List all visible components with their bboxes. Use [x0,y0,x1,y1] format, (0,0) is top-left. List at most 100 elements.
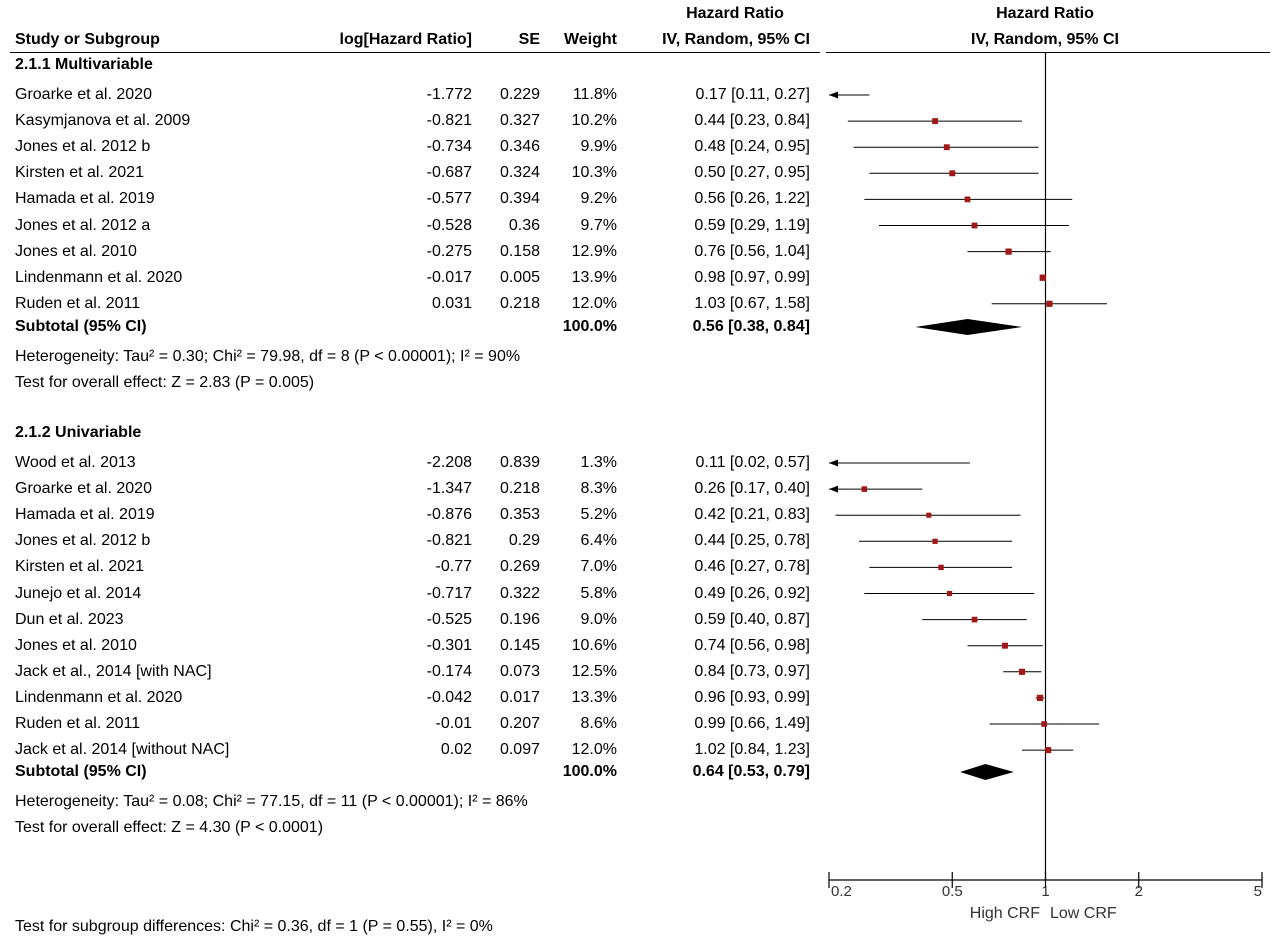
point-estimate-marker [946,590,953,597]
group-title-univariable: 2.1.2 Univariable [15,424,142,441]
study-ci: 0.59 [0.40, 0.87] [694,610,810,628]
study-ci: 0.99 [0.66, 1.49] [694,715,810,732]
study-se: 0.322 [499,584,540,602]
study-name: Jones et al. 2012 b [15,138,151,156]
study-weight: 10.2% [571,112,617,130]
point-estimate-marker [1036,694,1044,702]
study-weight: 12.0% [571,741,617,759]
header-rule-plot [826,52,1270,53]
ci-arrow-left [829,459,838,467]
heterogeneity-text: Heterogeneity: Tau² = 0.30; Chi² = 79.98… [15,348,521,365]
point-estimate-marker [861,486,868,492]
study-loghr: -0.77 [435,558,472,576]
study-weight: 1.3% [580,454,617,471]
study-ci: 0.17 [0.11, 0.27] [695,86,810,103]
study-ci: 0.84 [0.73, 0.97] [694,662,810,680]
study-name: Kirsten et al. 2021 [15,558,144,576]
study-weight: 8.6% [580,715,617,732]
study-loghr: 0.02 [440,741,472,759]
point-estimate-marker [926,512,932,518]
study-loghr: -0.275 [426,242,472,260]
study-weight: 9.9% [580,138,617,156]
study-se: 0.346 [499,138,540,156]
study-name: Jack et al. 2014 [without NAC] [15,741,230,759]
study-loghr: -0.717 [426,584,472,602]
point-estimate-marker [1046,300,1053,307]
study-weight: 5.2% [580,506,617,524]
point-estimate-marker [949,170,956,177]
study-se: 0.207 [499,715,540,732]
study-se: 0.145 [499,636,540,654]
heterogeneity-text: Heterogeneity: Tau² = 0.08; Chi² = 77.15… [15,793,528,810]
study-se: 0.36 [508,216,540,234]
study-loghr: -0.174 [426,662,472,680]
study-se: 0.005 [499,268,540,286]
study-name: Wood et al. 2013 [15,454,136,471]
subtotal-diamond [960,764,1014,780]
study-loghr: -0.01 [435,715,472,732]
point-estimate-marker [964,196,971,203]
point-estimate-marker [1045,747,1052,754]
study-se: 0.229 [499,86,540,103]
study-weight: 12.5% [571,662,617,680]
group-title-multivariable: 2.1.1 Multivariable [15,56,153,73]
study-se: 0.324 [499,164,540,182]
header-rule-table [10,52,820,53]
study-weight: 10.3% [571,164,617,182]
study-loghr: -0.876 [426,506,472,524]
study-se: 0.269 [499,558,540,576]
study-loghr: -0.525 [426,610,472,628]
study-loghr: -1.347 [426,480,472,498]
study-name: Kirsten et al. 2021 [15,164,144,182]
study-name: Groarke et al. 2020 [15,480,152,498]
study-ci: 0.96 [0.93, 0.99] [694,688,810,706]
favours-right-label: Low CRF [1050,905,1117,922]
study-se: 0.196 [499,610,540,628]
point-estimate-marker [1039,274,1046,281]
study-name: Jones et al. 2012 a [15,216,151,234]
study-name: Groarke et al. 2020 [15,86,152,103]
subgroup-differences-text: Test for subgroup differences: Chi² = 0.… [15,918,493,935]
study-name: Jones et al. 2010 [15,636,137,654]
study-se: 0.394 [499,190,540,208]
study-weight: 12.0% [571,294,617,312]
point-estimate-marker [971,616,978,623]
subtotal-weight: 100.0% [562,763,617,780]
x-tick-label: 2 [1135,883,1143,900]
study-se: 0.327 [499,112,540,130]
study-name: Kasymjanova et al. 2009 [15,112,191,130]
study-se: 0.158 [499,242,540,260]
overall-effect-text: Test for overall effect: Z = 2.83 (P = 0… [15,374,315,391]
study-loghr: -0.687 [426,164,472,182]
study-name: Ruden et al. 2011 [15,715,141,732]
study-loghr: -0.821 [426,532,472,550]
ci-arrow-left [829,485,838,493]
hr-header-top-right: Hazard Ratio [996,5,1094,22]
study-se: 0.097 [499,741,540,759]
study-ci: 0.44 [0.25, 0.78] [694,532,810,550]
point-estimate-marker [943,144,950,151]
study-name: Ruden et al. 2011 [15,294,141,312]
study-se: 0.218 [499,294,540,312]
study-weight: 6.4% [580,532,617,550]
study-weight: 9.0% [580,610,617,628]
point-estimate-marker [938,564,944,571]
col-header-plot: IV, Random, 95% CI [971,31,1119,48]
study-se: 0.073 [499,662,540,680]
study-weight: 5.8% [580,584,617,602]
point-estimate-marker [971,222,978,229]
ci-arrow-left [829,91,838,99]
study-name: Hamada et al. 2019 [15,506,155,524]
study-se: 0.29 [508,532,540,550]
study-ci: 0.48 [0.24, 0.95] [694,138,810,156]
study-weight: 11.8% [572,86,617,103]
study-ci: 0.56 [0.26, 1.22] [694,190,810,208]
point-estimate-marker [1041,721,1047,727]
study-ci: 0.74 [0.56, 0.98] [694,636,810,654]
col-header-loghr: log[Hazard Ratio] [339,31,472,48]
favours-left-label: High CRF [969,905,1040,922]
study-loghr: -0.577 [426,190,472,208]
study-name: Dun et al. 2023 [15,610,124,628]
